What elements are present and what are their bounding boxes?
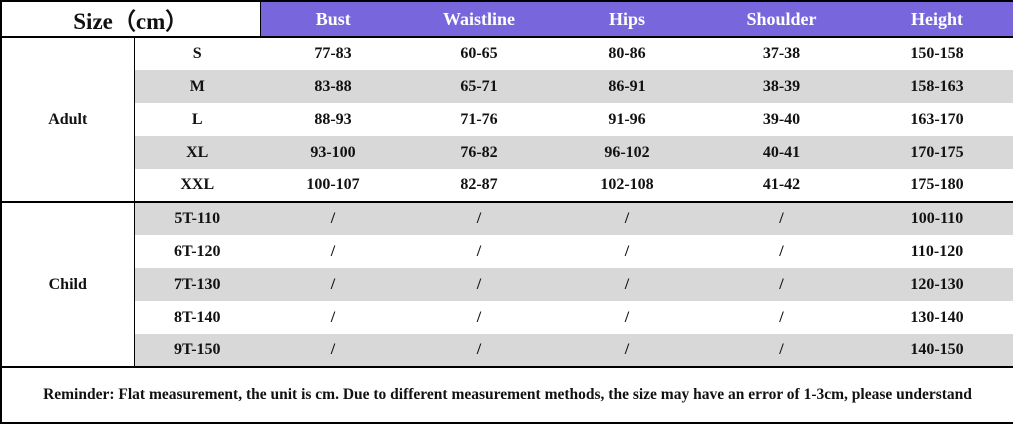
reminder-note: Reminder: Flat measurement, the unit is … [1, 366, 1013, 423]
cell-height: 163-170 [910, 110, 964, 128]
table-row-adult-xxl: XXL 100-107 82-87 102-108 41-42 175-180 [1, 169, 1013, 202]
table-row-adult-m: M 83-88 65-71 86-91 38-39 158-163 [1, 70, 1013, 103]
table-row-child-8t: 8T-140 / / / / 130-140 [1, 301, 1013, 334]
row-group-label-adult: Adult [1, 37, 135, 202]
cell-bust: 77-83 [314, 45, 352, 62]
cell-shoulder: / [702, 201, 861, 235]
cell-bust: 83-88 [260, 70, 406, 103]
cell-height: 150-158 [910, 45, 964, 62]
cell-hips: / [552, 334, 702, 367]
table-row-child-5t: Child 5T-110 / / / / 100-110 [1, 201, 1013, 367]
cell-hips: 91-96 [608, 110, 646, 128]
cell-hips: 80-86 [608, 45, 646, 62]
cell-height: 110-120 [910, 242, 964, 260]
column-header-shoulder: Shoulder [702, 1, 861, 38]
cell-shoulder: / [702, 334, 861, 367]
cell-shoulder: 41-42 [762, 176, 801, 193]
cell-waistline: 76-82 [406, 136, 552, 169]
size-label: 7T-130 [134, 268, 260, 301]
cell-bust: / [330, 242, 336, 260]
column-header-bust: Bust [260, 1, 406, 38]
cell-shoulder: / [702, 268, 861, 301]
cell-hips: / [624, 242, 630, 260]
cell-hips: / [552, 201, 702, 235]
cell-waistline: / [406, 334, 552, 367]
column-header-height: Height [861, 1, 1013, 38]
cell-hips: / [624, 308, 630, 326]
header-row: Size（cm） Bust Waistline Hips Shoulder He… [1, 1, 1013, 38]
cell-bust: 93-100 [260, 136, 406, 169]
cell-waistline: / [406, 268, 552, 301]
column-header-waistline: Waistline [406, 1, 552, 38]
size-label: XL [134, 136, 260, 169]
cell-bust: 88-93 [314, 110, 352, 128]
size-label: L [191, 110, 203, 128]
cell-waistline: 71-76 [460, 110, 498, 128]
cell-shoulder: 40-41 [702, 136, 861, 169]
size-label: XXL [180, 176, 215, 193]
size-label: 9T-150 [134, 334, 260, 367]
cell-waistline: 65-71 [406, 70, 552, 103]
table-row-adult-l: L 88-93 71-76 91-96 39-40 163-170 [1, 103, 1013, 136]
cell-hips: 96-102 [552, 136, 702, 169]
size-label: 6T-120 [173, 242, 221, 260]
cell-waistline: / [406, 201, 552, 235]
table-row-adult-xl: XL 93-100 76-82 96-102 40-41 170-175 [1, 136, 1013, 169]
cell-hips: 86-91 [552, 70, 702, 103]
cell-height: 140-150 [861, 334, 1013, 367]
cell-waistline: 82-87 [460, 176, 498, 193]
cell-waistline: 60-65 [460, 45, 498, 62]
corner-header-size-cm: Size（cm） [1, 1, 261, 38]
cell-height: 120-130 [861, 268, 1013, 301]
cell-bust: 100-107 [306, 176, 360, 193]
cell-shoulder: 38-39 [702, 70, 861, 103]
cell-waistline: / [476, 308, 482, 326]
table-row-child-9t: 9T-150 / / / / 140-150 [1, 334, 1013, 367]
table-row-child-6t: 6T-120 / / / / 110-120 [1, 235, 1013, 268]
cell-bust: / [260, 268, 406, 301]
size-label: 8T-140 [173, 308, 221, 326]
cell-shoulder: / [779, 242, 784, 260]
table-row-adult-s: Adult S 77-83 60-65 80-86 37-38 150-158 [1, 37, 1013, 202]
cell-height: 175-180 [910, 176, 964, 193]
cell-shoulder: 39-40 [762, 110, 801, 128]
table-row-child-7t: 7T-130 / / / / 120-130 [1, 268, 1013, 301]
cell-height: 130-140 [910, 308, 964, 326]
cell-height: 158-163 [861, 70, 1013, 103]
cell-hips: 102-108 [600, 176, 654, 193]
cell-bust: / [260, 334, 406, 367]
column-header-hips: Hips [552, 1, 702, 38]
size-label: M [134, 70, 260, 103]
cell-height: 100-110 [861, 201, 1013, 235]
footer-row: Reminder: Flat measurement, the unit is … [1, 366, 1013, 423]
cell-waistline: / [476, 242, 482, 260]
cell-shoulder: / [779, 308, 784, 326]
cell-shoulder: 37-38 [762, 45, 801, 62]
size-label: 5T-110 [134, 201, 260, 235]
cell-bust: / [260, 201, 406, 235]
size-label: S [192, 45, 202, 62]
cell-hips: / [552, 268, 702, 301]
cell-height: 170-175 [861, 136, 1013, 169]
row-group-label-child: Child [1, 201, 135, 367]
cell-bust: / [330, 308, 336, 326]
